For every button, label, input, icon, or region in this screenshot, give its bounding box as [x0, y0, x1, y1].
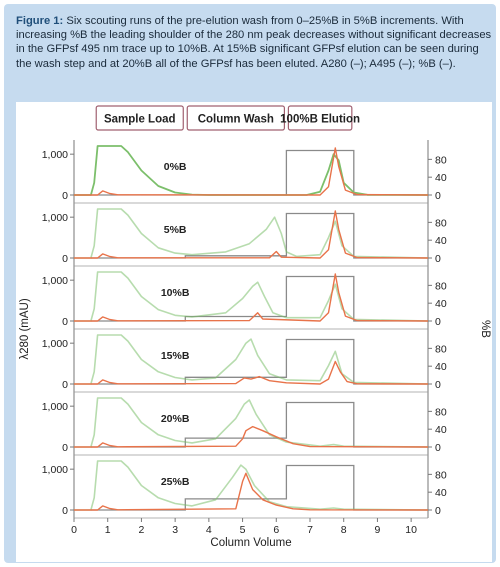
- x-tick-label: 3: [172, 524, 178, 536]
- panel-15pct-b-left-tick-label: 1,000: [42, 338, 68, 350]
- panel-20pct-b-percentB-line: [90, 401, 428, 448]
- panel-15pct-b-percentB-line: [90, 338, 428, 385]
- panel-20pct-b-right-tick-label: 0: [435, 442, 441, 454]
- x-tick-label: 7: [307, 524, 313, 536]
- panel-0pct-b-a495-line: [74, 147, 429, 196]
- panel-5pct-b-a280-line: [74, 208, 429, 259]
- panel-20pct-b-label: 20%B: [161, 413, 190, 425]
- panel-20pct-b-left-tick-label: 0: [62, 442, 68, 454]
- stage-box-100-b-elution: [287, 105, 353, 131]
- panel-20pct-b-right-tick-label: 40: [435, 424, 447, 436]
- x-tick-label: 5: [240, 524, 246, 536]
- panel-5pct-b-label: 5%B: [164, 224, 187, 236]
- panel-20pct-b-left-tick-label: 1,000: [42, 401, 68, 413]
- panel-5pct-b-a495-line: [74, 210, 429, 259]
- panel-15pct-b-a280-line: [74, 334, 429, 385]
- x-tick-label: 6: [273, 524, 279, 536]
- panel-0pct-b-percentB-line: [90, 149, 428, 196]
- panel-5pct-b-left-tick-label: 0: [62, 253, 68, 265]
- stage-label-sample-load: Sample Load: [104, 114, 176, 126]
- panel-5pct-b-left-tick-label: 1,000: [42, 212, 68, 224]
- panel-25pct-b-percentB-line: [90, 464, 428, 511]
- stage-box-column-wash: [186, 105, 286, 131]
- panel-5pct-b-right-tick-label: 80: [435, 217, 447, 229]
- panel-0pct-b-left-tick-label: 0: [62, 190, 68, 202]
- caption-text: Six scouting runs of the pre-elution was…: [16, 15, 492, 70]
- x-tick-label: 8: [341, 524, 347, 536]
- panel-0pct-b-right-tick-label: 40: [435, 172, 447, 184]
- panel-0pct-b-right-tick-label: 80: [435, 154, 447, 166]
- stage-label-100-b-elution: 100%B Elution: [280, 114, 360, 126]
- panel-25pct-b-right-tick-label: 40: [435, 487, 447, 499]
- chromatogram-chart: Sample Load Column Wash 100%B Elution 0 1,00…: [19, 105, 491, 549]
- panel-25pct-b-a495-line: [74, 472, 429, 511]
- y-axis-label-right: %B: [479, 320, 491, 338]
- figure-label: Figure 1:: [16, 15, 64, 27]
- chart-frame: Sample Load Column Wash 100%B Elution 0 1,00…: [16, 102, 492, 562]
- panel-5pct-b-right-tick-label: 40: [435, 235, 447, 247]
- panel-10pct-b-label: 10%B: [161, 287, 190, 299]
- x-tick-label: 9: [375, 524, 381, 536]
- panel-25pct-b-label: 25%B: [161, 476, 190, 488]
- panel-0pct-b-left-tick-label: 1,000: [42, 149, 68, 161]
- panel-25pct-b-right-tick-label: 0: [435, 505, 441, 517]
- figure-panel: Figure 1: Six scouting runs of the pre-e…: [4, 4, 496, 563]
- panel-15pct-b-label: 15%B: [161, 350, 190, 362]
- panel-10pct-b-right-tick-label: 80: [435, 280, 447, 292]
- panel-15pct-b-right-tick-label: 80: [435, 343, 447, 355]
- panel-25pct-b-left-tick-label: 1,000: [42, 464, 68, 476]
- panel-20pct-b-a495-line: [74, 425, 429, 448]
- panel-0pct-b-a280-line: [74, 145, 429, 196]
- x-axis-label: Column Volume: [210, 537, 291, 549]
- panel-10pct-b-a495-line: [74, 273, 429, 322]
- x-tick-label: 2: [139, 524, 145, 536]
- panel-25pct-b-right-tick-label: 80: [435, 469, 447, 481]
- panel-10pct-b-left-tick-label: 0: [62, 316, 68, 328]
- panel-10pct-b-left-tick-label: 1,000: [42, 275, 68, 287]
- x-tick-label: 0: [71, 524, 77, 536]
- panel-20pct-b-a280-line: [74, 397, 429, 448]
- figure-caption: Figure 1: Six scouting runs of the pre-e…: [16, 14, 492, 71]
- panel-15pct-b-a495-line: [74, 360, 429, 385]
- panel-15pct-b-right-tick-label: 40: [435, 361, 447, 373]
- panel-5pct-b-right-tick-label: 0: [435, 253, 441, 265]
- panel-15pct-b-right-tick-label: 0: [435, 379, 441, 391]
- panel-0pct-b-label: 0%B: [164, 161, 187, 173]
- x-tick-label: 1: [105, 524, 111, 536]
- panel-25pct-b-left-tick-label: 0: [62, 505, 68, 517]
- panel-10pct-b-right-tick-label: 40: [435, 298, 447, 310]
- panel-15pct-b-left-tick-label: 0: [62, 379, 68, 391]
- y-axis-label-left: λ280 (mAU): [19, 298, 31, 360]
- stage-box-sample-load: [95, 105, 184, 131]
- panel-0pct-b-right-tick-label: 0: [435, 190, 441, 202]
- stage-label-column-wash: Column Wash: [198, 114, 274, 126]
- panel-10pct-b-a280-line: [74, 271, 429, 322]
- panel-25pct-b-a280-line: [74, 460, 429, 511]
- panel-10pct-b-right-tick-label: 0: [435, 316, 441, 328]
- x-tick-label: 4: [206, 524, 212, 536]
- panel-20pct-b-right-tick-label: 80: [435, 406, 447, 418]
- x-tick-label: 10: [405, 524, 417, 536]
